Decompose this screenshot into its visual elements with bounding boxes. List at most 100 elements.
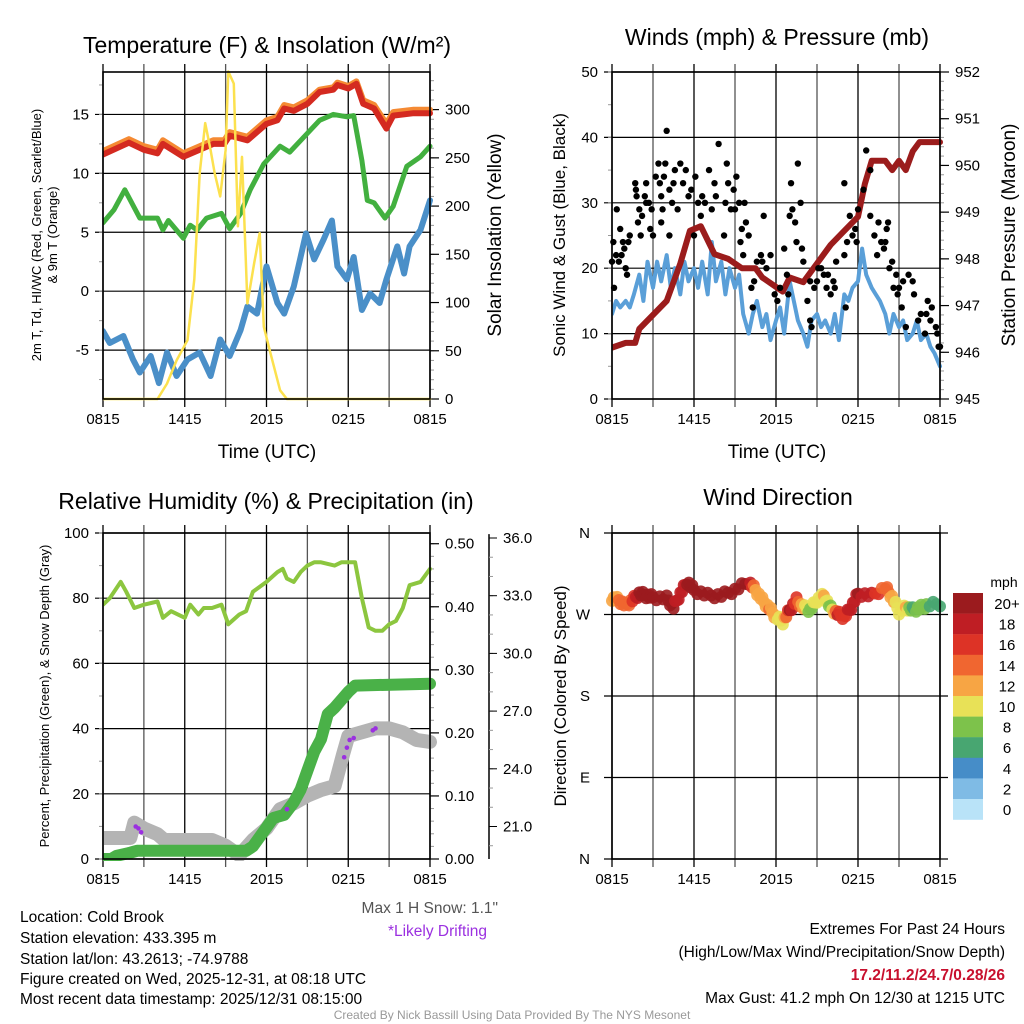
gust-point	[649, 232, 657, 239]
humidity-y-label: Percent, Precipitation (Green), & Snow D…	[37, 545, 52, 848]
gust-point	[932, 323, 940, 331]
temperature-y-label-line1: 2m T, Td, HI/WC (Red, Green, Scarlet/Blu…	[29, 109, 44, 361]
gust-point	[813, 278, 821, 285]
y-tick-label: E	[580, 770, 590, 787]
gust-point	[641, 193, 648, 200]
colorbar-label: 2	[1003, 781, 1011, 798]
gust-point	[832, 258, 840, 265]
x-tick-label: 0815	[86, 411, 119, 428]
x-tick-label: 0815	[86, 871, 119, 888]
drifting-point	[373, 726, 378, 731]
y-tick-label: 30	[581, 195, 598, 212]
right-tick-label: 951	[955, 111, 980, 128]
gust-point	[688, 186, 695, 193]
right-tick-label: 0.30	[445, 662, 474, 679]
gust-point	[760, 212, 767, 220]
chart-0: -5 0 5 10 15 0815 1415 2015 0215 0815 0 50 100 150 200…	[72, 64, 470, 428]
gust-point	[909, 278, 916, 285]
humidity-chart-title: Relative Humidity (%) & Precipitation (i…	[58, 488, 473, 514]
drifting-point	[341, 754, 347, 760]
colorbar-label: 16	[999, 637, 1016, 654]
colorbar-label: 10	[999, 699, 1016, 716]
series-solar-insolation	[103, 70, 432, 401]
gust-point	[623, 271, 631, 278]
y-tick-label: 60	[72, 655, 89, 672]
right-tick-label: 0.10	[445, 788, 474, 805]
temperature-x-label: Time (UTC)	[218, 442, 317, 463]
gust-point	[880, 245, 888, 252]
gust-point	[875, 219, 882, 226]
latlon-text: Station lat/lon: 43.2613; -74.9788	[20, 951, 248, 968]
gust-point	[841, 251, 848, 259]
gust-point	[701, 199, 709, 206]
recent-data-text: Most recent data timestamp: 2025/12/31 0…	[20, 991, 362, 1008]
x-tick-label: 0215	[841, 411, 874, 428]
temperature-chart-title: Temperature (F) & Insolation (W/m²)	[83, 32, 451, 58]
drifting-point	[347, 737, 352, 743]
colorbar-swatch	[953, 778, 983, 800]
x-tick-label: 0815	[923, 871, 956, 888]
gust-point	[794, 160, 802, 167]
pressure-y-label: Station Pressure (Maroon)	[999, 124, 1020, 347]
y-tick-label: 0	[81, 851, 89, 868]
colorbar-title: mph	[990, 574, 1017, 590]
gust-point	[886, 265, 893, 272]
series-2m-t	[103, 80, 433, 160]
gust-point	[722, 199, 729, 206]
x-tick-label: 1415	[677, 411, 710, 428]
x-tick-label: 2015	[250, 871, 283, 888]
gust-point	[841, 179, 848, 187]
drifting-point	[138, 829, 144, 835]
x-tick-label: 1415	[168, 411, 201, 428]
gust-point	[852, 225, 859, 233]
solar-y-label: Solar Insolation (Yellow)	[485, 133, 506, 336]
gust-point	[753, 258, 761, 265]
x-tick-label: 0815	[595, 871, 628, 888]
gust-point	[846, 212, 853, 220]
gust-point	[883, 225, 890, 233]
series-hi-wc	[103, 197, 433, 387]
gust-point	[618, 251, 625, 259]
gust-point	[658, 219, 665, 226]
right-tick-label: 948	[955, 251, 980, 268]
snow-tick-label: 33.0	[503, 588, 532, 605]
gust-point	[757, 251, 765, 259]
max-gust-text: Max Gust: 41.2 mph On 12/30 at 1215 UTC	[705, 990, 1005, 1007]
gust-point	[910, 291, 918, 298]
gust-point	[888, 258, 896, 265]
x-tick-label: 0815	[595, 411, 628, 428]
gust-point	[823, 284, 830, 292]
created-text: Figure created on Wed, 2025-12-31, at 08…	[20, 971, 366, 988]
gust-point	[694, 199, 702, 206]
gust-point	[742, 219, 750, 226]
snow-tick-label: 24.0	[503, 761, 532, 778]
series-9m-t	[103, 78, 433, 157]
gust-point	[871, 232, 878, 239]
gridlines	[95, 525, 431, 867]
gust-point	[720, 232, 728, 239]
gust-point	[668, 199, 676, 206]
y-tick-label: 15	[72, 106, 89, 123]
gust-point	[767, 251, 774, 259]
gust-point	[636, 206, 643, 213]
gust-point	[776, 284, 784, 292]
gust-point	[633, 193, 640, 200]
right-tick-label: 0.40	[445, 599, 474, 616]
gust-point	[843, 238, 851, 246]
gust-point	[666, 232, 673, 239]
gust-point	[800, 258, 807, 265]
plot-frame	[611, 532, 941, 860]
gust-point	[674, 206, 681, 213]
gust-point	[824, 271, 832, 278]
gust-point	[612, 251, 620, 259]
gust-point	[867, 212, 874, 220]
gust-point	[671, 166, 679, 174]
gust-point	[705, 166, 713, 174]
data-layer	[103, 70, 433, 401]
series-td	[103, 111, 433, 241]
gust-point	[893, 271, 900, 278]
snow-tick-label: 30.0	[503, 645, 532, 662]
colorbar-swatch	[953, 634, 983, 655]
x-tick-label: 0215	[332, 871, 365, 888]
